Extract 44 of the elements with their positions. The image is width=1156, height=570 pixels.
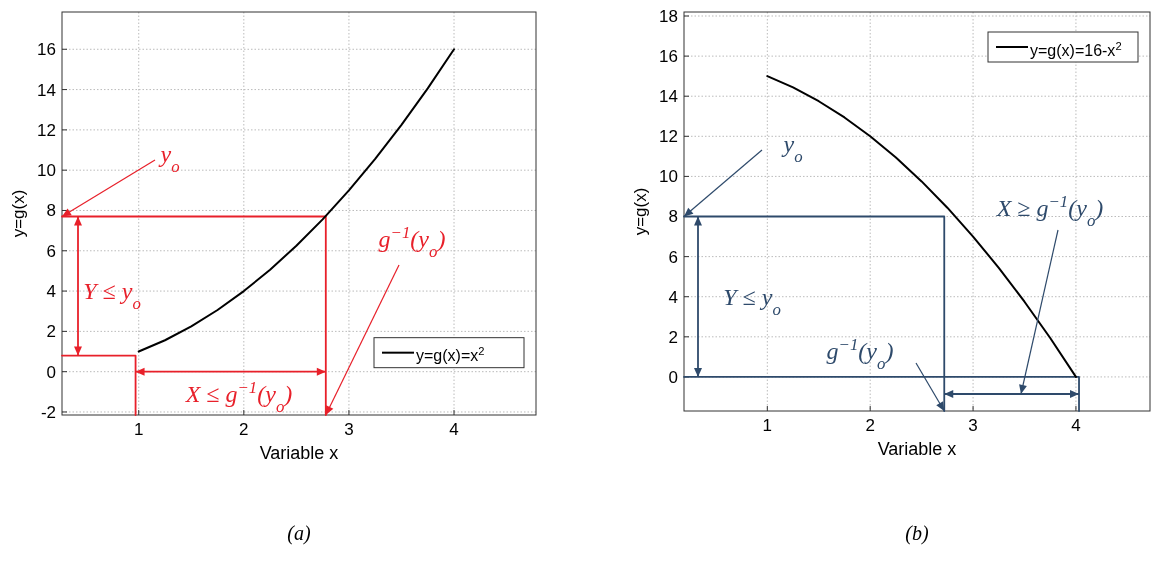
annotation: X ≤ g$^{−1}$(y$_{o}$) [184, 377, 293, 416]
x-tick-label: 2 [865, 416, 875, 435]
x-tick-label: 3 [344, 420, 354, 439]
annotation: y$_{o}$ [158, 141, 180, 176]
y-axis-title: y=g(x) [631, 187, 650, 236]
y-tick-label: 6 [46, 241, 56, 261]
y-tick-label: 8 [46, 201, 56, 221]
y-tick-label: 6 [668, 247, 678, 267]
y-tick-label: 14 [659, 87, 678, 107]
legend-label: y=g(x)=16-x$^{2}$ [1030, 39, 1122, 59]
annotation: X ≥ g$^{−1}$(y$_{o}$) [995, 191, 1104, 230]
y-tick-label: 2 [668, 327, 678, 347]
y-tick-label: 14 [37, 80, 56, 100]
x-tick-label: 2 [239, 420, 249, 439]
y-tick-label: 16 [37, 40, 56, 60]
y-tick-label: 12 [659, 127, 678, 147]
text: (a) [287, 522, 311, 545]
y-tick-label: 4 [668, 287, 678, 307]
annotation: Y ≤ y$_{o}$ [723, 284, 781, 319]
y-tick-label: 16 [659, 47, 678, 67]
annotation: Y ≤ y$_{o}$ [83, 278, 141, 313]
y-tick-label: 10 [659, 167, 678, 187]
y-tick-label: 0 [668, 367, 678, 387]
x-axis-title: Variable x [259, 443, 339, 463]
text: (b) [905, 522, 929, 545]
x-tick-label: 3 [968, 416, 978, 435]
y-tick-label: 12 [37, 120, 56, 140]
x-tick-label: 4 [1071, 416, 1081, 435]
y-tick-label: 2 [46, 322, 56, 342]
annotation: g$^{−1}$(y$_{o}$) [378, 222, 446, 261]
y-tick-label: 0 [46, 362, 56, 382]
x-tick-label: 1 [762, 416, 773, 435]
y-tick-label: 18 [659, 6, 678, 26]
x-axis-title: Variable x [877, 439, 957, 459]
y-tick-label: 4 [46, 282, 56, 302]
y-tick-label: -2 [40, 402, 56, 422]
y-tick-label: 8 [668, 207, 678, 227]
annotation: y$_{o}$ [781, 131, 803, 166]
x-tick-label: 4 [449, 420, 459, 439]
x-tick-label: 1 [133, 420, 144, 439]
y-axis-title: y=g(x) [9, 189, 28, 238]
annotation: g$^{−1}$(y$_{o}$) [826, 334, 894, 373]
legend-label: y=g(x)=x$^{2}$ [416, 345, 485, 365]
y-tick-label: 10 [37, 161, 56, 181]
